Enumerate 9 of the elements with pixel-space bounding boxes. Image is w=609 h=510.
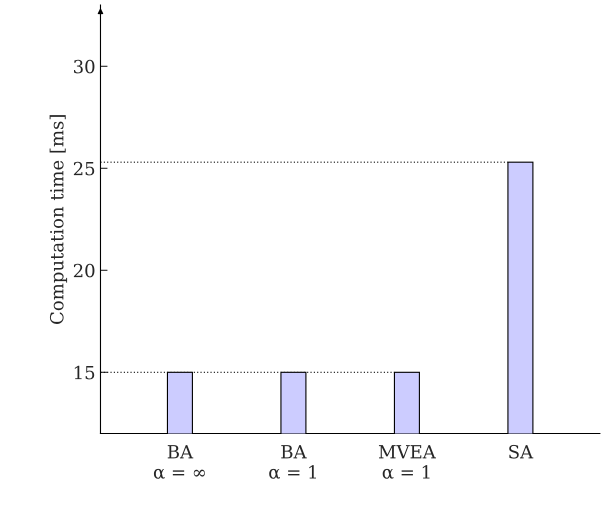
x-tick-label: BA α = 1 (269, 445, 316, 479)
x-tick-label: MVEA α = 1 (378, 445, 436, 479)
x-tick-label: BA α = ∞ (154, 445, 205, 479)
y-tick-label: 15 (74, 366, 94, 380)
y-tick-label: 25 (74, 162, 94, 176)
y-tick-label: 30 (74, 60, 94, 74)
x-tick-label: SA (509, 444, 534, 459)
y-tick-label: 20 (74, 264, 94, 278)
y-axis-title: Computation time [ms] (50, 115, 68, 324)
